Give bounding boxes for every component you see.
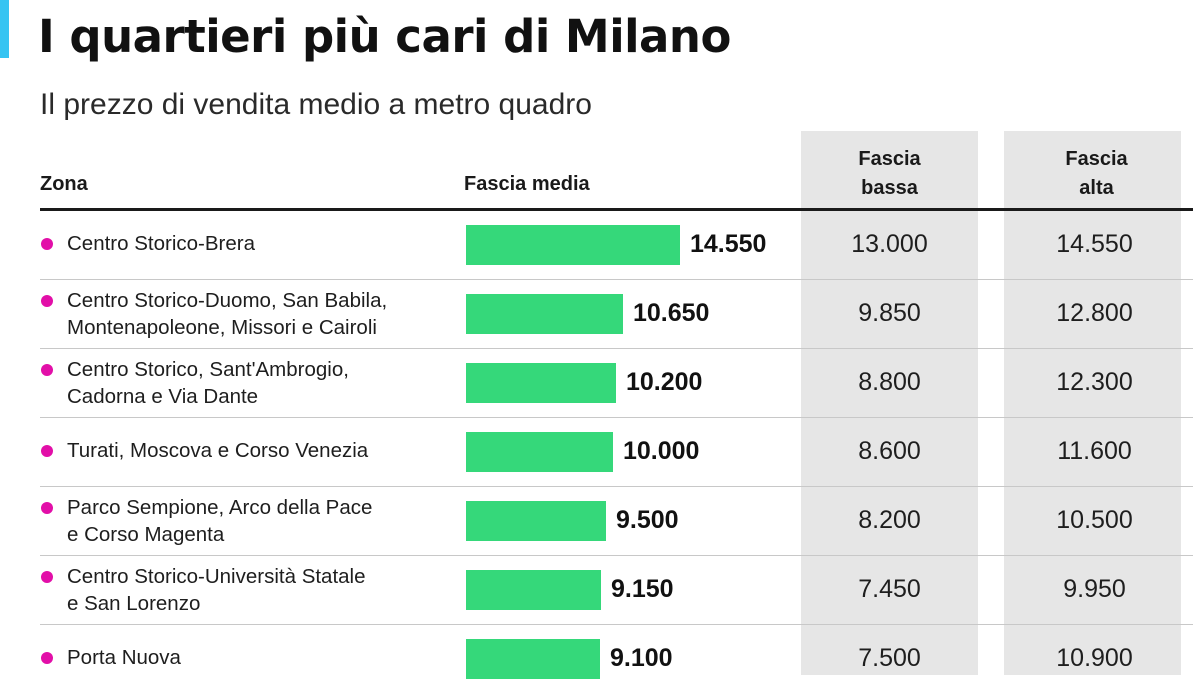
header-fascia-bassa: Fascia bassa — [801, 145, 978, 203]
accent-bar — [0, 0, 9, 58]
bullet-dot-icon — [41, 652, 53, 664]
chart-subtitle: Il prezzo di vendita medio a metro quadr… — [40, 88, 592, 121]
fascia-bassa-value: 7.450 — [858, 575, 921, 603]
header-fascia-alta-line1: Fascia — [1065, 148, 1128, 170]
header-zona: Zona — [40, 173, 88, 195]
fascia-alta-value: 11.600 — [1057, 437, 1132, 465]
table-row: Centro Storico-Duomo, San Babila, Montena… — [0, 280, 1200, 349]
header-fascia-alta: Fascia alta — [1008, 145, 1185, 203]
header-fascia-bassa-line2: bassa — [861, 177, 918, 199]
fascia-bassa-value: 9.850 — [858, 299, 921, 327]
fascia-bassa-column-background — [801, 131, 978, 675]
fascia-media-value-label: 9.100 — [610, 644, 673, 672]
table-row: Centro Storico, Sant'Ambrogio, Cadorna e … — [0, 349, 1200, 418]
fascia-bassa-value: 8.600 — [858, 437, 921, 465]
table-row: Centro Storico-Brera 14.550 13.000 14.550 — [0, 211, 1200, 280]
fascia-bassa-value: 8.200 — [858, 506, 921, 534]
fascia-media-bar — [466, 363, 616, 403]
row-divider — [40, 279, 1193, 280]
row-divider — [40, 486, 1193, 487]
fascia-media-bar — [466, 225, 680, 265]
fascia-alta-value: 14.550 — [1056, 230, 1133, 258]
header-fascia-bassa-line1: Fascia — [858, 148, 921, 170]
fascia-media-bar — [466, 294, 623, 334]
bullet-dot-icon — [41, 502, 53, 514]
zone-name-line: e Corso Magenta — [67, 523, 225, 546]
zone-name-line: Cadorna e Via Dante — [67, 385, 259, 408]
zone-name-line: Centro Storico-Duomo, San Babila, — [67, 289, 388, 312]
zone-name-line: Turati, Moscova e Corso Venezia — [67, 439, 369, 462]
row-divider — [40, 555, 1193, 556]
fascia-media-bar — [466, 432, 613, 472]
zone-name-line: Parco Sempione, Arco della Pace — [67, 496, 373, 519]
zone-name-line: Porta Nuova — [67, 646, 181, 669]
zone-name-line: Centro Storico-Brera — [67, 232, 255, 255]
header-rule — [40, 208, 1193, 211]
zone-name: Centro Storico-Duomo, San Babila, Montena… — [67, 287, 457, 341]
zone-name: Centro Storico, Sant'Ambrogio, Cadorna e … — [67, 356, 457, 410]
bullet-dot-icon — [41, 571, 53, 583]
fascia-bassa-value: 7.500 — [858, 644, 921, 672]
bullet-dot-icon — [41, 445, 53, 457]
table-row: Parco Sempione, Arco della Pace e Corso M… — [0, 487, 1200, 556]
fascia-media-value-label: 10.650 — [633, 299, 710, 327]
table-body: Centro Storico-Brera 14.550 13.000 14.550 Ce… — [0, 211, 1200, 694]
fascia-media-value-label: 10.200 — [626, 368, 703, 396]
fascia-media-value-label: 14.550 — [690, 230, 767, 258]
bullet-dot-icon — [41, 364, 53, 376]
fascia-media-value-label: 9.150 — [611, 575, 674, 603]
row-divider — [40, 417, 1193, 418]
table-row: Centro Storico-Università Statale e San L… — [0, 556, 1200, 625]
fascia-alta-value: 10.500 — [1056, 506, 1133, 534]
fascia-bassa-value: 8.800 — [858, 368, 921, 396]
fascia-alta-value: 12.800 — [1056, 299, 1133, 327]
header-fascia-alta-line2: alta — [1079, 177, 1114, 199]
zone-name-line: Centro Storico-Università Statale — [67, 565, 366, 588]
row-divider — [40, 624, 1193, 625]
header-fascia-media: Fascia media — [464, 173, 590, 195]
zone-name-line: e San Lorenzo — [67, 592, 201, 615]
row-divider — [40, 348, 1193, 349]
zone-name: Centro Storico-Brera — [67, 230, 457, 257]
fascia-media-value-label: 9.500 — [616, 506, 679, 534]
chart-title: I quartieri più cari di Milano — [38, 10, 731, 63]
table-row: Porta Nuova 9.100 7.500 10.900 — [0, 625, 1200, 694]
fascia-media-bar — [466, 570, 601, 610]
zone-name: Porta Nuova — [67, 644, 457, 671]
zone-name: Parco Sempione, Arco della Pace e Corso M… — [67, 494, 457, 548]
zone-name: Centro Storico-Università Statale e San L… — [67, 563, 457, 617]
bullet-dot-icon — [41, 238, 53, 250]
fascia-media-bar — [466, 639, 600, 679]
fascia-alta-value: 9.950 — [1063, 575, 1126, 603]
bullet-dot-icon — [41, 295, 53, 307]
zone-name: Turati, Moscova e Corso Venezia — [67, 437, 457, 464]
zone-name-line: Montenapoleone, Missori e Cairoli — [67, 316, 377, 339]
zone-name-line: Centro Storico, Sant'Ambrogio, — [67, 358, 349, 381]
table-row: Turati, Moscova e Corso Venezia 10.000 8.6… — [0, 418, 1200, 487]
fascia-media-bar — [466, 501, 606, 541]
fascia-media-value-label: 10.000 — [623, 437, 700, 465]
fascia-alta-value: 10.900 — [1056, 644, 1133, 672]
fascia-alta-column-background — [1004, 131, 1181, 675]
fascia-alta-value: 12.300 — [1056, 368, 1133, 396]
fascia-bassa-value: 13.000 — [851, 230, 928, 258]
